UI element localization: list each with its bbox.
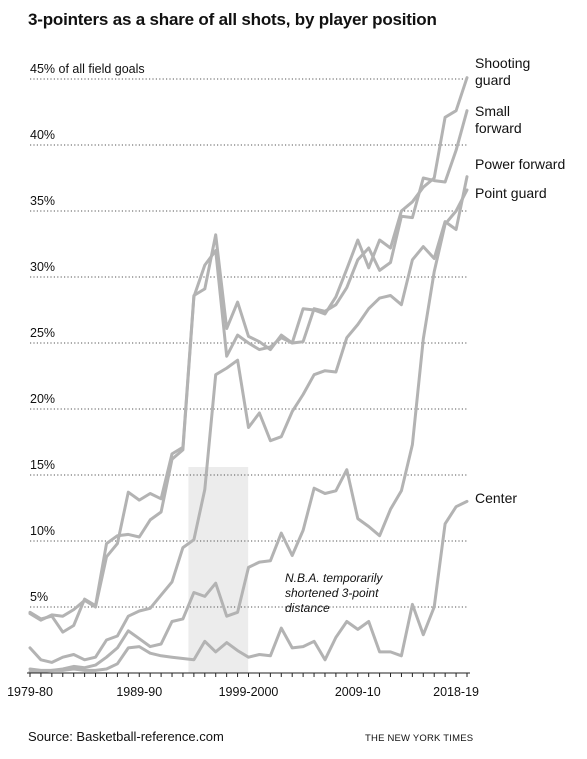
series-label-small-forward: Small forward bbox=[475, 103, 522, 136]
y-tick-label: 15% bbox=[30, 458, 55, 472]
x-tick-label: 1989-90 bbox=[116, 685, 162, 699]
series-line-shooting-guard bbox=[28, 76, 469, 622]
x-tick-label: 1999-2000 bbox=[219, 685, 279, 699]
y-tick-label: 25% bbox=[30, 326, 55, 340]
series-line-power-forward bbox=[28, 175, 469, 664]
y-tick-label: 30% bbox=[30, 260, 55, 274]
y-tick-label: 5% bbox=[30, 590, 48, 604]
credit-note: THE NEW YORK TIMES bbox=[365, 733, 474, 744]
series-label-power-forward: Power forward bbox=[475, 156, 565, 172]
y-tick-label: 40% bbox=[30, 128, 55, 142]
y-tick-label: 45% of all field goals bbox=[30, 62, 145, 76]
shaded-period-layer: N.B.A. temporarily shortened 3-point dista… bbox=[188, 467, 383, 673]
series-label-point-guard: Point guard bbox=[475, 185, 547, 201]
x-tick-label: 2018-19 bbox=[433, 685, 479, 699]
x-axis-layer: 1979-80 1989-90 1999-2000 2009-10 2018-19 bbox=[7, 672, 479, 699]
series-label-shooting-guard: Shooting guard bbox=[475, 55, 530, 88]
y-tick-label: 20% bbox=[30, 392, 55, 406]
shaded-period bbox=[188, 467, 249, 673]
y-tick-label-layer: 45% of all field goals 40% 35% 30% 25% 20% 15%… bbox=[30, 62, 145, 604]
x-tick-label: 1979-80 bbox=[7, 685, 53, 699]
y-tick-label: 10% bbox=[30, 524, 55, 538]
series-line-small-forward bbox=[28, 109, 469, 634]
series-line-center bbox=[28, 499, 469, 674]
source-note: Source: Basketball-reference.com bbox=[28, 729, 224, 744]
series-layer bbox=[28, 76, 469, 674]
shaded-period-note: N.B.A. temporarily shortened 3-point dista… bbox=[285, 571, 383, 615]
series-line-point-guard bbox=[28, 188, 469, 672]
series-label-center: Center bbox=[475, 490, 517, 506]
y-tick-label: 35% bbox=[30, 194, 55, 208]
series-label-layer: Shooting guard Small forward Power forward Po… bbox=[475, 55, 565, 506]
x-tick-label: 2009-10 bbox=[335, 685, 381, 699]
chart-title: 3-pointers as a share of all shots, by p… bbox=[28, 10, 437, 29]
